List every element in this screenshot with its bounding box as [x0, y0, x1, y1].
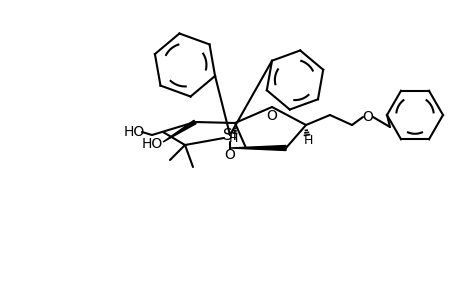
- Text: H: H: [228, 131, 237, 145]
- Text: HO: HO: [141, 137, 162, 151]
- Text: O: O: [224, 148, 235, 162]
- Polygon shape: [230, 146, 285, 151]
- Text: O: O: [266, 109, 277, 123]
- Text: HO: HO: [123, 125, 144, 139]
- Polygon shape: [162, 120, 196, 142]
- Text: H: H: [302, 134, 312, 146]
- Text: Si: Si: [223, 128, 236, 142]
- Text: O: O: [362, 110, 373, 124]
